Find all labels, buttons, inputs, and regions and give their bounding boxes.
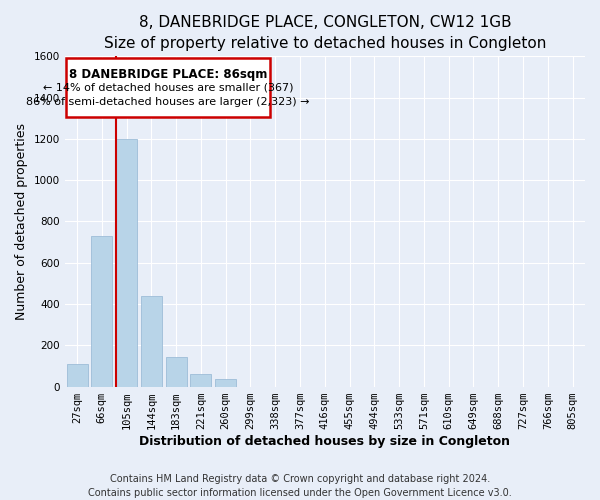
Bar bbox=[141, 296, 162, 386]
Bar bbox=[116, 139, 137, 386]
Bar bbox=[166, 356, 187, 386]
Bar bbox=[67, 364, 88, 386]
Bar bbox=[91, 236, 112, 386]
Bar bbox=[190, 374, 211, 386]
Text: 86% of semi-detached houses are larger (2,323) →: 86% of semi-detached houses are larger (… bbox=[26, 97, 310, 107]
Title: 8, DANEBRIDGE PLACE, CONGLETON, CW12 1GB
Size of property relative to detached h: 8, DANEBRIDGE PLACE, CONGLETON, CW12 1GB… bbox=[104, 15, 546, 51]
X-axis label: Distribution of detached houses by size in Congleton: Distribution of detached houses by size … bbox=[139, 434, 511, 448]
Text: Contains HM Land Registry data © Crown copyright and database right 2024.
Contai: Contains HM Land Registry data © Crown c… bbox=[88, 474, 512, 498]
Y-axis label: Number of detached properties: Number of detached properties bbox=[15, 123, 28, 320]
FancyBboxPatch shape bbox=[66, 58, 271, 117]
Text: 8 DANEBRIDGE PLACE: 86sqm: 8 DANEBRIDGE PLACE: 86sqm bbox=[69, 68, 268, 80]
Bar bbox=[215, 380, 236, 386]
Text: ← 14% of detached houses are smaller (367): ← 14% of detached houses are smaller (36… bbox=[43, 82, 293, 92]
